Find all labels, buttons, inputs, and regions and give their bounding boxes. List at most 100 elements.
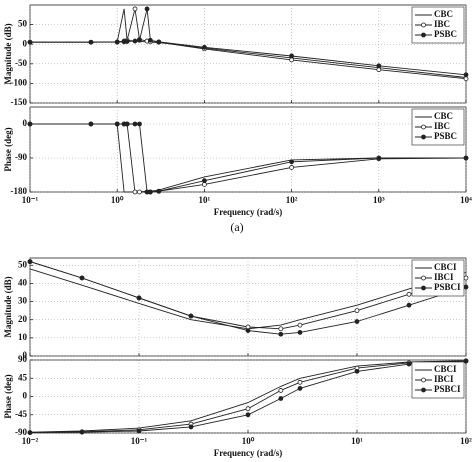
- marker: [463, 275, 469, 281]
- legend-label: PSBC: [434, 131, 457, 141]
- y-tick-label: 0: [23, 391, 28, 401]
- marker: [463, 358, 469, 364]
- marker: [132, 6, 138, 12]
- marker: [278, 331, 284, 337]
- marker: [421, 134, 426, 140]
- legend-label: IBC: [434, 121, 450, 131]
- marker: [297, 330, 303, 335]
- legend-label: CBC: [434, 111, 453, 121]
- marker: [88, 121, 94, 127]
- marker: [354, 319, 360, 324]
- marker: [289, 165, 295, 170]
- x-tick-label: 10⁻²: [22, 436, 39, 446]
- marker: [376, 63, 382, 69]
- y-tick-label: 10: [18, 332, 28, 342]
- y-axis-label: Magnitude (dB): [3, 276, 13, 337]
- marker: [188, 424, 194, 430]
- legend-label: PSBCI: [434, 282, 461, 292]
- marker: [27, 430, 33, 435]
- marker: [201, 178, 207, 184]
- marker: [376, 155, 382, 161]
- y-tick-label: 45: [18, 372, 28, 382]
- y-tick-label: -50: [15, 58, 27, 68]
- marker: [421, 377, 426, 383]
- marker: [245, 412, 251, 418]
- marker: [278, 396, 284, 401]
- marker: [297, 379, 303, 385]
- series-line: [29, 268, 467, 330]
- y-axis-label: Magnitude (dB): [3, 23, 13, 84]
- marker: [79, 275, 85, 281]
- x-tick-label: 10⁴: [460, 195, 472, 205]
- y-tick-label: 0: [23, 350, 28, 360]
- marker: [27, 39, 33, 45]
- legend-label: IBC: [434, 19, 450, 29]
- marker: [421, 387, 426, 393]
- y-tick-label: -45: [15, 409, 27, 419]
- marker: [137, 121, 142, 127]
- marker: [289, 57, 295, 63]
- marker: [132, 38, 138, 44]
- x-tick-label: 10¹: [351, 436, 363, 446]
- marker: [114, 39, 120, 45]
- legend-label: PSBC: [434, 29, 457, 39]
- legend-label: CBC: [434, 9, 453, 19]
- marker: [421, 124, 426, 130]
- marker: [124, 121, 130, 127]
- marker: [79, 429, 85, 435]
- marker: [463, 155, 469, 161]
- marker: [406, 291, 412, 297]
- series-line: [29, 360, 467, 434]
- caption: (a): [230, 220, 243, 234]
- marker: [201, 44, 207, 50]
- legend-label: IBCI: [434, 272, 454, 282]
- marker: [132, 121, 138, 127]
- marker: [156, 39, 162, 45]
- y-tick-label: 50: [18, 259, 28, 269]
- x-tick-label: 10⁰: [242, 436, 255, 446]
- marker: [27, 259, 33, 265]
- y-axis-label: Phase (deg): [3, 374, 13, 418]
- marker: [114, 121, 120, 127]
- marker: [278, 388, 284, 393]
- x-axis-label: Frequency (rad/s): [214, 207, 283, 217]
- marker: [463, 72, 469, 78]
- y-tick-label: -90: [15, 152, 27, 162]
- x-tick-label: 10²: [460, 436, 472, 446]
- marker: [188, 313, 194, 319]
- y-tick-label: 20: [18, 314, 28, 324]
- y-tick-label: 50: [18, 19, 28, 29]
- y-tick-label: 0: [23, 38, 28, 48]
- marker: [297, 322, 303, 328]
- marker: [156, 188, 162, 194]
- series-line: [30, 8, 467, 78]
- legend-label: CBCI: [434, 364, 457, 374]
- y-tick-label: 0: [23, 118, 28, 128]
- marker: [132, 189, 138, 195]
- marker: [421, 32, 426, 38]
- marker: [421, 275, 426, 281]
- marker: [245, 328, 251, 333]
- y-tick-label: 90: [18, 354, 28, 364]
- marker: [147, 37, 153, 43]
- marker: [463, 76, 469, 82]
- marker: [297, 385, 303, 391]
- marker: [376, 67, 382, 73]
- x-axis-label: Frequency (rad/s): [214, 448, 283, 458]
- x-tick-label: 10³: [373, 195, 385, 205]
- marker: [406, 361, 412, 367]
- legend-label: PSBCI: [434, 384, 461, 394]
- marker: [124, 39, 130, 44]
- plot-area: [29, 106, 467, 193]
- y-tick-label: -90: [15, 427, 27, 437]
- y-tick-label: -150: [11, 97, 28, 107]
- series-line: [29, 360, 467, 433]
- marker: [406, 302, 412, 308]
- y-tick-label: -100: [11, 77, 28, 87]
- legend-label: IBCI: [434, 374, 454, 384]
- x-tick-label: 10²: [286, 195, 298, 205]
- marker: [289, 53, 295, 59]
- marker: [354, 308, 360, 314]
- marker: [88, 39, 94, 45]
